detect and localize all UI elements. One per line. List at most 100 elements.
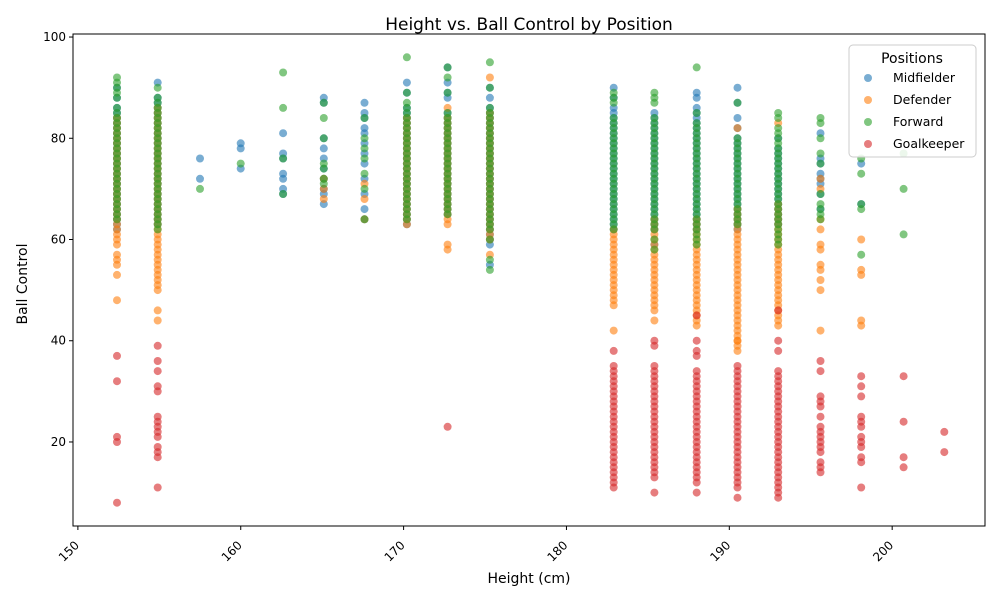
point-forward-7-23 (402, 98, 411, 107)
point-goalkeeper-15-9 (816, 412, 825, 421)
point-defender-0-27 (113, 270, 121, 279)
point-forward-4-0 (279, 190, 288, 198)
point-midfielder-7-25 (402, 78, 411, 87)
y-tick-label-4: 100 (43, 30, 66, 44)
point-midfielder-3-2 (236, 139, 245, 148)
point-forward-1-26 (153, 93, 162, 102)
point-forward-11-27 (650, 88, 659, 97)
point-defender-15-1 (816, 286, 825, 295)
point-goalkeeper-18-0 (940, 448, 949, 457)
point-midfielder-6-8 (360, 124, 369, 133)
point-goalkeeper-11-23 (650, 488, 659, 497)
point-defender-1-38 (153, 306, 162, 315)
point-forward-16-3 (857, 169, 866, 178)
point-forward-4-1 (279, 154, 288, 163)
point-forward-12-25 (692, 109, 701, 117)
legend-title: Positions (881, 51, 943, 67)
point-forward-8-21 (443, 88, 452, 97)
y-tick-label-2: 60 (51, 233, 66, 247)
point-forward-10-22 (609, 114, 618, 122)
point-goalkeeper-12-26 (692, 336, 701, 345)
point-forward-15-9 (816, 114, 825, 122)
legend-marker-defender (864, 96, 872, 104)
point-defender-16-3 (857, 265, 866, 274)
point-goalkeeper-16-0 (857, 483, 866, 492)
point-goalkeeper-16-10 (857, 382, 866, 391)
point-forward-13-17 (733, 134, 742, 143)
point-forward-16-0 (857, 250, 866, 259)
point-defender-8-23 (443, 240, 452, 249)
point-goalkeeper-1-11 (153, 367, 162, 376)
point-forward-3-0 (236, 159, 245, 168)
point-goalkeeper-14-28 (774, 306, 783, 315)
point-goalkeeper-15-12 (816, 392, 825, 401)
point-forward-0-27 (113, 73, 121, 82)
point-midfielder-2-1 (196, 154, 204, 163)
legend-marker-forward (864, 118, 872, 126)
point-forward-11-23 (650, 245, 659, 254)
point-forward-17-0 (899, 230, 908, 239)
point-midfielder-13-20 (733, 114, 742, 122)
point-forward-16-2 (857, 200, 866, 209)
point-forward-5-5 (319, 114, 328, 122)
point-goalkeeper-15-8 (816, 422, 825, 431)
point-midfielder-12-26 (692, 88, 701, 97)
point-defender-15-10 (816, 174, 825, 183)
point-goalkeeper-16-9 (857, 392, 866, 401)
point-defender-5-0 (319, 195, 328, 203)
point-forward-6-5 (360, 134, 369, 143)
point-goalkeeper-17-3 (899, 372, 908, 381)
point-forward-11-22 (650, 114, 659, 122)
point-goalkeeper-10-25 (609, 346, 618, 355)
point-forward-6-3 (360, 154, 369, 163)
legend-marker-midfielder (864, 74, 872, 82)
point-midfielder-4-3 (279, 169, 288, 178)
point-defender-16-1 (857, 316, 866, 325)
point-goalkeeper-17-0 (899, 463, 908, 472)
point-goalkeeper-1-10 (153, 382, 162, 391)
point-goalkeeper-8-0 (443, 422, 452, 431)
point-goalkeeper-1-12 (153, 357, 162, 365)
point-midfielder-5-6 (319, 144, 328, 153)
point-goalkeeper-1-13 (153, 341, 162, 350)
point-goalkeeper-12-25 (692, 346, 701, 355)
point-forward-7-24 (402, 88, 411, 97)
point-forward-11-24 (650, 235, 659, 244)
point-goalkeeper-11-25 (650, 336, 659, 345)
series-goalkeeper (113, 306, 949, 507)
point-forward-6-1 (360, 184, 369, 193)
point-forward-2-0 (196, 184, 204, 193)
point-goalkeeper-15-2 (816, 458, 825, 467)
point-forward-14-23 (774, 124, 783, 133)
legend-label-goalkeeper: Goalkeeper (893, 136, 965, 151)
point-forward-4-3 (279, 68, 288, 77)
point-defender-0-30 (113, 250, 121, 259)
point-defender-11-19 (650, 316, 659, 325)
point-goalkeeper-16-2 (857, 453, 866, 462)
point-forward-9-24 (485, 103, 494, 112)
point-midfielder-9-29 (485, 93, 494, 102)
point-forward-5-4 (319, 134, 328, 143)
point-forward-15-3 (816, 200, 825, 209)
plot-frame (72, 33, 986, 527)
point-goalkeeper-14-25 (774, 367, 783, 376)
point-midfielder-6-1 (360, 205, 369, 214)
series-forward (113, 53, 908, 274)
y-tick-label-3: 80 (51, 131, 66, 145)
point-forward-5-1 (319, 174, 328, 183)
y-tick-label-0: 20 (51, 435, 66, 449)
point-forward-7-25 (402, 53, 411, 62)
point-goalkeeper-1-3 (153, 443, 162, 451)
point-goalkeeper-17-1 (899, 453, 908, 462)
point-forward-9-26 (485, 255, 494, 264)
point-defender-15-2 (816, 276, 825, 284)
point-goalkeeper-12-27 (692, 311, 701, 320)
point-forward-5-3 (319, 159, 328, 168)
legend-label-forward: Forward (893, 114, 943, 129)
point-forward-6-4 (360, 144, 369, 153)
point-forward-14-25 (774, 109, 783, 117)
y-axis: 20 40 60 80 100 (43, 30, 73, 449)
point-goalkeeper-0-3 (113, 377, 121, 386)
point-goalkeeper-13-25 (733, 493, 742, 502)
